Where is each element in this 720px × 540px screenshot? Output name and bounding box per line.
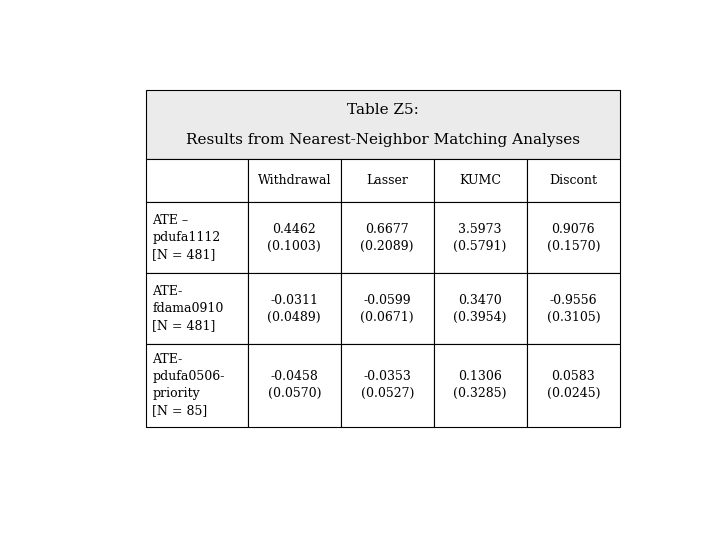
Bar [433, 202, 526, 273]
Bar [433, 159, 526, 202]
Text: 0.1306
(0.3285): 0.1306 (0.3285) [454, 370, 507, 400]
Bar [248, 344, 341, 427]
Text: 0.3470
(0.3954): 0.3470 (0.3954) [454, 294, 507, 323]
Bar [433, 344, 526, 427]
Text: -0.9556
(0.3105): -0.9556 (0.3105) [546, 294, 600, 323]
Text: ATE-
pdufa0506-
priority
[N = 85]: ATE- pdufa0506- priority [N = 85] [153, 353, 225, 417]
Text: ATE –
pdufa1112
[N = 481]: ATE – pdufa1112 [N = 481] [153, 214, 221, 261]
Text: KUMC: KUMC [459, 174, 501, 187]
Text: 0.4462
(0.1003): 0.4462 (0.1003) [267, 222, 321, 253]
Bar [145, 202, 248, 273]
Bar [433, 273, 526, 344]
Bar [145, 273, 248, 344]
Text: Lasser: Lasser [366, 174, 408, 187]
Text: -0.0353
(0.0527): -0.0353 (0.0527) [361, 370, 414, 400]
Bar [248, 202, 341, 273]
Text: Withdrawal: Withdrawal [258, 174, 331, 187]
Bar [341, 273, 433, 344]
Bar [145, 344, 248, 427]
Bar [341, 202, 433, 273]
Bar [145, 159, 248, 202]
Bar [145, 90, 620, 159]
Bar [526, 159, 620, 202]
Text: Results from Nearest-Neighbor Matching Analyses: Results from Nearest-Neighbor Matching A… [186, 133, 580, 147]
Text: 3.5973
(0.5791): 3.5973 (0.5791) [454, 222, 507, 253]
Bar [526, 273, 620, 344]
Text: 0.9076
(0.1570): 0.9076 (0.1570) [546, 222, 600, 253]
Text: Table Z5:: Table Z5: [347, 103, 419, 117]
Bar [248, 273, 341, 344]
Bar [248, 159, 341, 202]
Text: -0.0458
(0.0570): -0.0458 (0.0570) [268, 370, 321, 400]
Text: -0.0599
(0.0671): -0.0599 (0.0671) [361, 294, 414, 323]
Bar [341, 344, 433, 427]
Text: Discont: Discont [549, 174, 598, 187]
Text: ATE-
fdama0910
[N = 481]: ATE- fdama0910 [N = 481] [153, 285, 224, 332]
Text: 0.6677
(0.2089): 0.6677 (0.2089) [361, 222, 414, 253]
Text: -0.0311
(0.0489): -0.0311 (0.0489) [267, 294, 321, 323]
Bar [341, 159, 433, 202]
Text: 0.0583
(0.0245): 0.0583 (0.0245) [546, 370, 600, 400]
Bar [526, 344, 620, 427]
Bar [526, 202, 620, 273]
